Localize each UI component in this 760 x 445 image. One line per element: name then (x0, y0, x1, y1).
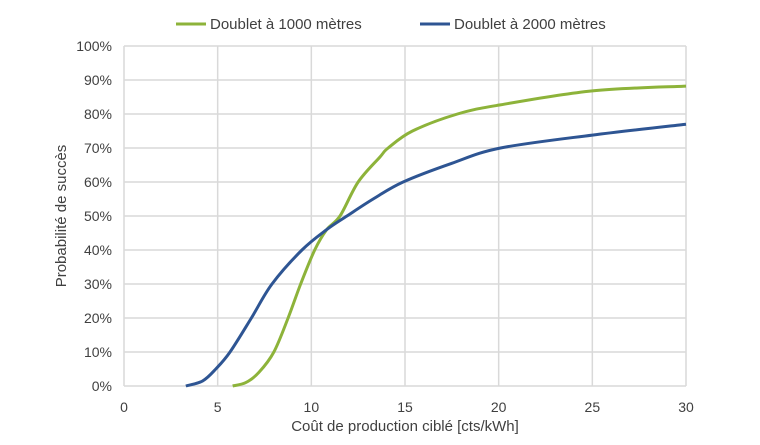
x-tick-label: 20 (491, 399, 507, 415)
x-tick-label: 30 (678, 399, 694, 415)
y-tick-label: 0% (92, 378, 112, 394)
series-line-2 (185, 122, 687, 388)
y-tick-label: 90% (84, 72, 112, 88)
y-tick-label: 10% (84, 344, 112, 360)
x-tick-label: 15 (397, 399, 413, 415)
y-tick-label: 50% (84, 208, 112, 224)
x-tick-label: 0 (120, 399, 128, 415)
y-tick-label: 70% (84, 140, 112, 156)
x-tick-label: 10 (304, 399, 320, 415)
grid (123, 45, 687, 387)
y-tick-label: 30% (84, 276, 112, 292)
y-tick-label: 100% (76, 38, 112, 54)
y-tick-label: 40% (84, 242, 112, 258)
legend: Doublet à 1000 mètres Doublet à 2000 mètr… (176, 16, 606, 33)
series-line-1 (232, 84, 687, 388)
y-tick-label: 60% (84, 174, 112, 190)
series-lines (185, 84, 687, 388)
legend-label: Doublet à 2000 mètres (454, 16, 606, 33)
x-tick-label: 5 (214, 399, 222, 415)
y-tick-label: 80% (84, 106, 112, 122)
x-tick-label: 25 (585, 399, 601, 415)
legend-label: Doublet à 1000 mètres (210, 16, 362, 33)
y-tick-label: 20% (84, 310, 112, 326)
tick-labels: 0% 10% 20% 30% 40% 50% 60% 70% 80% 90% 100% 0 5 10 15 2… (76, 38, 694, 415)
x-axis-label: Coût de production ciblé [cts/kWh] (291, 418, 519, 435)
y-axis-label: Probabilité de succès (53, 145, 70, 288)
